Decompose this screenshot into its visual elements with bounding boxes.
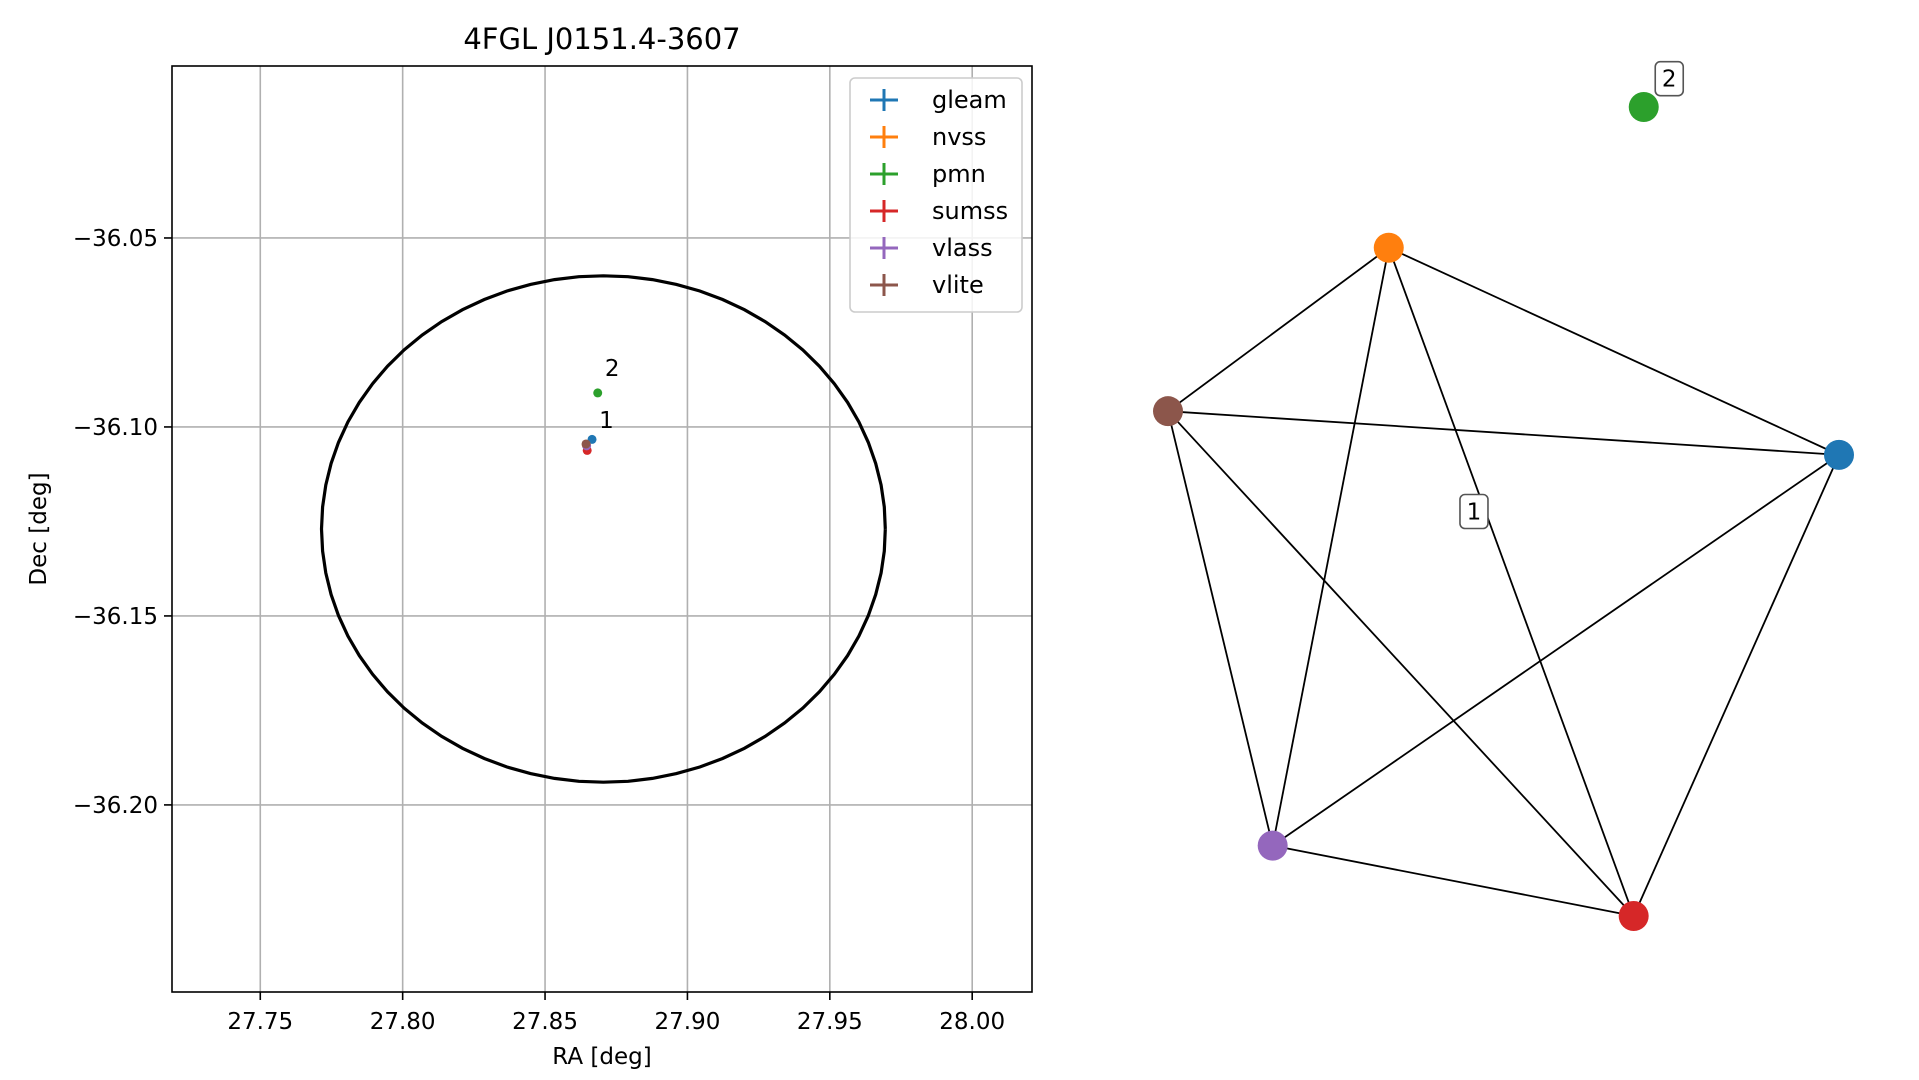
group-label: 1 [1459,493,1489,530]
localization-ellipse [319,274,887,784]
legend-label-nvss: nvss [932,123,986,151]
source-points [581,388,603,455]
node-vlite [1153,396,1183,427]
group-label-text: 2 [1662,67,1677,93]
point-pmn [593,388,603,398]
node-gleam [1824,439,1854,470]
x-tick-label: 27.75 [227,1009,293,1035]
match-annotations: 21 [599,356,619,434]
plot-frame [171,65,1033,993]
y-tick-label: −36.05 [73,226,158,252]
node-pmn [1628,92,1659,122]
legend-label-vlite: vlite [932,271,984,299]
group-labels: 21 [1459,60,1685,530]
match-label: 1 [599,408,614,434]
x-axis-ticks: 27.75 27.80 27.85 27.90 27.95 28.00 [227,992,1005,1035]
x-tick-label: 27.80 [370,1009,436,1035]
edge-nvss-gleam [1388,246,1840,456]
x-tick-label: 27.85 [512,1009,578,1035]
crossmatch-graph: 21 [1153,60,1854,931]
x-axis-label: RA [deg] [552,1044,651,1070]
edge-nvss-vlass [1271,247,1390,846]
edge-vlass-sumss [1272,844,1634,917]
edge-vlite-vlass [1167,410,1274,846]
graph-edges [1167,246,1840,917]
x-tick-label: 27.95 [797,1009,863,1035]
node-vlass [1257,830,1288,861]
legend-label-pmn: pmn [932,160,986,188]
edge-gleam-sumss [1632,454,1840,917]
point-vlite [581,439,591,449]
group-label: 2 [1654,60,1685,97]
y-tick-label: −36.20 [73,793,158,819]
y-axis-label: Dec [deg] [26,472,52,585]
x-tick-label: 28.00 [939,1009,1005,1035]
legend-label-sumss: sumss [932,197,1008,225]
match-label: 2 [605,356,620,382]
sky-position-plot: 21 27.75 27.80 27.85 27.90 27.95 28.00 −36.05… [26,22,1033,1070]
x-tick-label: 27.90 [655,1009,721,1035]
y-axis-ticks: −36.05 −36.10 −36.15 −36.20 [73,226,172,819]
edge-nvss-vlite [1167,247,1390,412]
legend-label-gleam: gleam [932,86,1007,114]
edge-vlite-gleam [1167,410,1840,456]
legend-label-vlass: vlass [932,234,993,262]
y-tick-label: −36.15 [73,604,158,630]
y-tick-label: −36.10 [73,415,158,441]
plot-title: 4FGL J0151.4-3607 [463,22,740,56]
group-label-box [1459,493,1489,530]
node-sumss [1618,901,1649,931]
edge-vlite-sumss [1167,410,1635,917]
group-label-text: 1 [1467,500,1482,526]
edge-gleam-vlass [1272,454,1840,847]
edge-nvss-sumss [1387,247,1635,917]
legend: gleam nvss pmn sumss vlass vlite [849,77,1023,313]
graph-nodes [1153,92,1854,931]
group-label-box [1654,60,1685,97]
node-nvss [1373,232,1404,263]
